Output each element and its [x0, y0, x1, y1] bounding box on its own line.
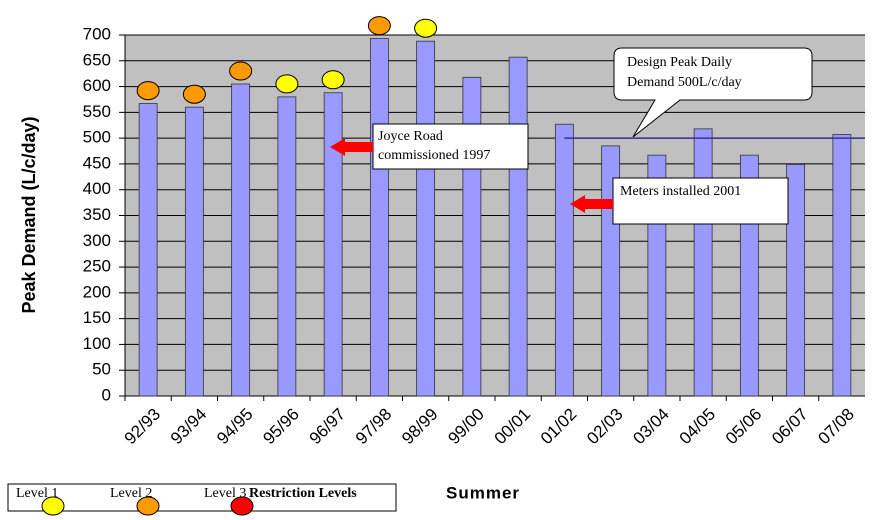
bar [508, 56, 528, 397]
x-tick-label: 98/99 [398, 405, 442, 449]
arrow [570, 195, 613, 213]
x-tick-label: 07/08 [814, 405, 858, 449]
y-tick-label: 400 [83, 179, 111, 198]
restriction-marker [182, 84, 206, 104]
restriction-marker [414, 18, 438, 38]
legend-label: Level 1 [16, 486, 58, 501]
bar [416, 40, 436, 397]
callout-text: Design Peak Daily [627, 55, 732, 70]
legend-label: Level 3 [204, 486, 246, 501]
y-tick-label: 500 [83, 128, 111, 147]
legend-label: Level 2 [110, 486, 152, 501]
x-tick-label: 97/98 [352, 405, 396, 449]
x-axis-title: Summer [446, 483, 520, 502]
y-tick-label: 200 [83, 282, 111, 301]
x-tick-label: 94/95 [213, 405, 257, 449]
restriction-marker [367, 16, 391, 36]
annotation-text: Joyce Road [378, 129, 443, 144]
legend-marker [230, 496, 254, 516]
x-tick-label: 92/93 [121, 405, 165, 449]
annotation-box [372, 123, 529, 170]
legend-marker [41, 496, 65, 516]
legend-box [7, 483, 397, 512]
restriction-marker [275, 74, 299, 94]
bar [138, 103, 158, 397]
callout-text: Demand 500L/c/day [627, 75, 742, 90]
annotation-text: Meters installed 2001 [620, 184, 741, 199]
bar [369, 38, 389, 397]
x-tick-label: 93/94 [167, 405, 211, 449]
y-tick-label: 250 [83, 257, 111, 276]
bar [554, 123, 574, 397]
annotation-box [612, 177, 789, 225]
x-tick-label: 01/02 [537, 405, 581, 449]
bar [277, 96, 297, 397]
x-tick-label: 95/96 [259, 405, 303, 449]
y-tick-label: 450 [83, 153, 111, 172]
x-tick-label: 05/06 [722, 405, 766, 449]
bar [786, 164, 806, 397]
x-tick-label: 06/07 [768, 405, 812, 449]
y-tick-label: 100 [83, 334, 111, 353]
bar [184, 106, 204, 397]
restriction-marker [229, 61, 253, 81]
x-tick-label: 99/00 [444, 405, 488, 449]
bar [323, 92, 343, 397]
y-tick-label: 50 [92, 360, 111, 379]
y-tick-label: 600 [83, 76, 111, 95]
legend-marker [136, 496, 160, 516]
bar [832, 134, 852, 397]
y-axis-title: Peak Demand (L/c/day) [19, 116, 39, 313]
legend-title: Restriction Levels [249, 486, 357, 501]
bar [231, 83, 251, 397]
y-tick-label: 650 [83, 50, 111, 69]
callout [613, 47, 813, 138]
y-tick-label: 300 [83, 231, 111, 250]
x-tick-label: 02/03 [583, 405, 627, 449]
y-tick-label: 150 [83, 308, 111, 327]
restriction-marker [321, 70, 345, 90]
arrow [330, 138, 373, 156]
x-tick-label: 03/04 [629, 405, 673, 449]
y-tick-label: 550 [83, 102, 111, 121]
y-tick-label: 350 [83, 205, 111, 224]
restriction-marker [136, 81, 160, 101]
bar [693, 128, 713, 397]
x-tick-label: 04/05 [676, 405, 720, 449]
x-tick-label: 96/97 [306, 405, 350, 449]
y-tick-label: 700 [83, 24, 111, 43]
annotation-text: commissioned 1997 [378, 148, 490, 163]
x-tick-label: 00/01 [491, 405, 535, 449]
y-tick-label: 0 [102, 385, 111, 404]
